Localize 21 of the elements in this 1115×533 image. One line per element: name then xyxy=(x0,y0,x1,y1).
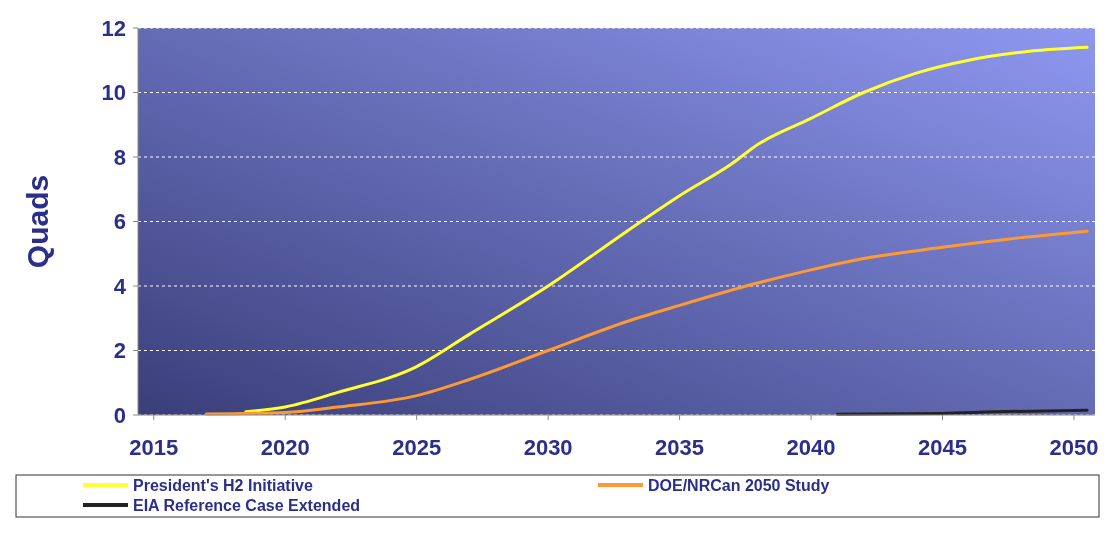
x-tick-label: 2030 xyxy=(523,435,573,460)
y-tick-label: 8 xyxy=(113,144,126,170)
y-tick-label: 12 xyxy=(101,15,126,41)
line-series xyxy=(204,229,1089,416)
x-tick-label: 2035 xyxy=(655,435,705,460)
y-tick-label: 2 xyxy=(113,338,126,364)
x-tick-label: 2050 xyxy=(1049,435,1099,460)
legend-label: President's H2 Initiative xyxy=(133,476,313,494)
y-tick-label: 10 xyxy=(101,80,126,106)
legend-label: EIA Reference Case Extended xyxy=(133,496,361,514)
x-tick-label: 2015 xyxy=(129,435,179,460)
y-tick-label: 0 xyxy=(113,402,126,428)
x-tick-label: 2045 xyxy=(918,435,967,460)
x-tick-label: 2020 xyxy=(260,435,310,460)
line-series xyxy=(244,45,1089,414)
y-tick-label: 6 xyxy=(113,209,126,235)
x-tick-label: 2040 xyxy=(786,435,836,460)
legend-label: DOE/NRCan 2050 Study xyxy=(648,476,830,494)
y-tick-label: 4 xyxy=(113,273,127,299)
x-tick-label: 2025 xyxy=(392,435,442,460)
y-axis-title: Quads xyxy=(21,174,54,269)
